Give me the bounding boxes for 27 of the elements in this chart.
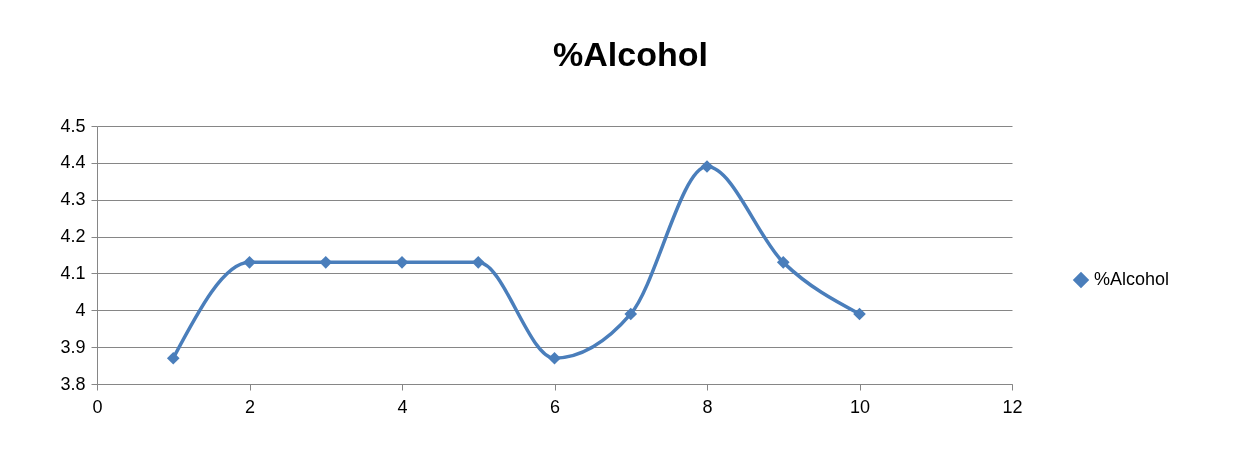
x-tick-label: 8: [702, 396, 713, 417]
y-tick-label: 3.9: [60, 336, 86, 357]
point: [624, 307, 638, 321]
y-tick-label: 4.4: [60, 152, 86, 173]
chart-title: %Alcohol: [553, 35, 708, 73]
y-tick-label: 4: [75, 299, 86, 320]
x-tick-label: 10: [849, 396, 871, 417]
point: [471, 256, 485, 269]
y-tick-label: 4.3: [60, 189, 86, 210]
x-tick-label: 0: [92, 396, 103, 417]
x-tick-label: 2: [244, 396, 256, 417]
point: [700, 160, 714, 173]
point: [853, 307, 866, 321]
point: [548, 351, 561, 365]
point: [395, 256, 409, 269]
point: [166, 351, 180, 365]
x-tick-label: 12: [1002, 396, 1023, 417]
legend-label: %Alcohol: [1094, 269, 1170, 289]
point: [243, 256, 256, 269]
point: [319, 256, 333, 269]
point: [776, 256, 790, 269]
y-tick-label: 4.1: [60, 262, 86, 283]
x-tick-label: 4: [397, 396, 408, 417]
y-tick-label: 4.5: [60, 115, 86, 136]
x-tick-label: 6: [549, 396, 561, 417]
y-tick-label: 3.8: [60, 373, 86, 394]
y-tick-label: 4.2: [60, 226, 86, 247]
